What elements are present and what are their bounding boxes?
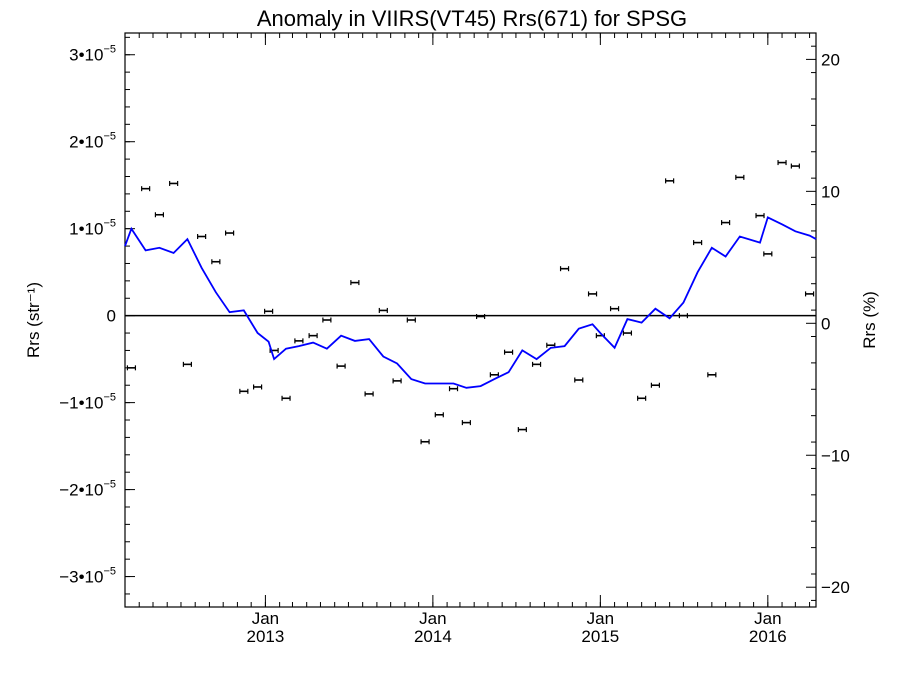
data-point (461, 420, 471, 426)
data-point (126, 365, 137, 371)
x-tick-label-year: 2015 (581, 627, 619, 646)
data-point (322, 317, 332, 323)
data-point (392, 378, 402, 384)
data-point (517, 427, 527, 433)
data-point (650, 382, 661, 388)
data-point (406, 317, 416, 323)
plot-area: 3•10−5 2•10−5 1•10−5 0 −1•10−5 −2•10−5 −3•10−5… (59, 32, 850, 646)
data-point (531, 361, 542, 367)
data-point (622, 330, 633, 336)
data-point (294, 338, 304, 344)
y-tick-label: 1•10−5 (69, 218, 116, 239)
data-point (141, 186, 151, 192)
data-point (364, 391, 374, 397)
data-point (225, 230, 235, 236)
data-point (154, 212, 165, 218)
x-tick-label-month: Jan (252, 609, 279, 628)
y-tick-label: 3•10−5 (69, 44, 116, 65)
data-point (574, 377, 584, 383)
data-point (503, 349, 514, 355)
data-point (707, 372, 717, 378)
trend-line (124, 216, 817, 389)
data-point (308, 333, 318, 339)
data-point (755, 213, 765, 219)
plot-frame (124, 32, 817, 608)
y2-tick-label: −20 (821, 578, 850, 597)
data-point (211, 259, 221, 265)
data-point (559, 266, 570, 272)
data-point (420, 439, 430, 445)
y2-tick-label: 0 (821, 314, 830, 333)
y2-tick-label: 20 (821, 50, 840, 69)
data-point (169, 180, 179, 186)
data-point (378, 307, 388, 313)
y-axis-label: Rrs (str⁻¹) (24, 282, 43, 358)
data-point (448, 386, 459, 392)
data-point (587, 291, 598, 297)
x-tick-label-month: Jan (587, 609, 614, 628)
data-point (475, 314, 486, 320)
data-point (350, 280, 360, 286)
data-point (434, 412, 444, 418)
x-tick-label-year: 2014 (414, 627, 452, 646)
data-point (637, 395, 647, 401)
y2-axis-label: Rrs (%) (860, 291, 879, 349)
data-point (197, 234, 207, 240)
chart-title: Anomaly in VIIRS(VT45) Rrs(671) for SPSG (257, 6, 687, 31)
data-point (777, 160, 787, 166)
data-point (609, 306, 620, 312)
data-point (489, 372, 499, 378)
y-tick-label: 0 (107, 307, 116, 326)
data-point (678, 313, 688, 319)
data-point (665, 178, 675, 184)
data-point (281, 395, 291, 401)
data-point (336, 363, 346, 369)
y2-tick-label: 10 (821, 182, 840, 201)
data-point (693, 240, 703, 246)
x-tick-label-month: Jan (754, 609, 781, 628)
y-tick-label: −3•10−5 (59, 566, 116, 587)
x-tick-label-year: 2013 (246, 627, 284, 646)
data-point (790, 163, 800, 169)
x-tick-label-year: 2016 (749, 627, 787, 646)
data-point (253, 384, 263, 390)
y-tick-label: 2•10−5 (69, 131, 116, 152)
data-point (735, 174, 745, 180)
data-point (239, 388, 249, 394)
data-point (804, 291, 815, 297)
data-point (763, 251, 773, 257)
x-tick-label-month: Jan (419, 609, 446, 628)
y2-tick-label: −10 (821, 446, 850, 465)
data-point (182, 361, 193, 367)
data-point (264, 308, 274, 314)
y-tick-label: −2•10−5 (59, 479, 116, 500)
data-point (721, 220, 731, 226)
y-tick-label: −1•10−5 (59, 392, 116, 413)
